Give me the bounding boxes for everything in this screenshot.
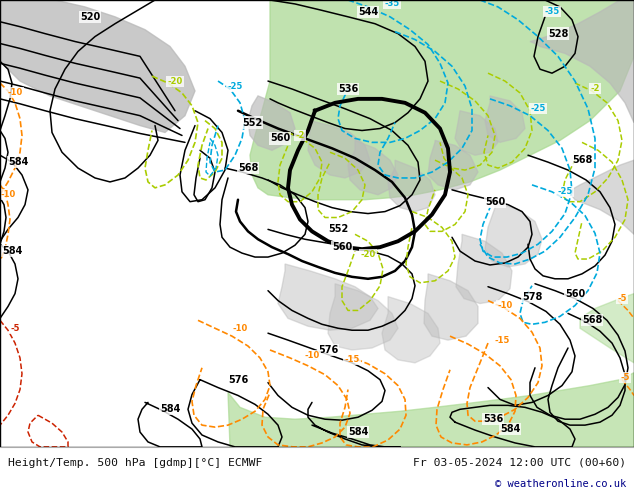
Text: -10: -10 [1,190,16,199]
Text: -25: -25 [557,187,573,196]
Text: 536: 536 [483,414,503,424]
Text: -5: -5 [10,324,20,333]
Polygon shape [250,0,634,200]
Text: -10: -10 [233,324,248,333]
Text: 584: 584 [500,424,520,434]
Text: 568: 568 [238,163,258,173]
Polygon shape [455,111,498,155]
Polygon shape [308,121,370,178]
Text: -15: -15 [495,336,510,344]
Text: 560: 560 [485,196,505,207]
Text: 560: 560 [270,133,290,144]
Polygon shape [388,160,435,212]
Polygon shape [0,0,195,132]
Polygon shape [248,96,295,150]
Text: 584: 584 [2,246,22,256]
Text: 560: 560 [332,242,352,252]
Polygon shape [278,264,378,330]
Polygon shape [382,296,440,363]
Polygon shape [530,0,634,122]
Text: -10: -10 [304,351,320,361]
Text: -5: -5 [618,294,627,303]
Polygon shape [568,160,634,234]
Polygon shape [428,141,478,190]
Text: 552: 552 [242,118,262,127]
Text: 576: 576 [318,345,338,355]
Text: 578: 578 [522,292,542,302]
Polygon shape [328,284,398,350]
Polygon shape [424,274,478,340]
Text: -2: -2 [590,84,600,94]
Text: -20: -20 [167,76,183,86]
Text: -35: -35 [384,0,399,8]
Text: 560: 560 [565,289,585,298]
Text: 584: 584 [348,427,368,437]
Text: 544: 544 [358,7,378,17]
Polygon shape [228,373,634,447]
Text: -35: -35 [545,7,560,16]
Text: 568: 568 [582,316,602,325]
Polygon shape [456,234,512,303]
Text: -25: -25 [228,81,243,91]
Text: Height/Temp. 500 hPa [gdmp][°C] ECMWF: Height/Temp. 500 hPa [gdmp][°C] ECMWF [8,458,262,468]
Text: 528: 528 [548,28,568,39]
Text: -20: -20 [360,249,375,259]
Text: 584: 584 [160,404,180,415]
Text: -10: -10 [498,301,513,310]
Text: -2: -2 [295,131,305,140]
Polygon shape [485,96,525,143]
Text: 568: 568 [572,155,592,165]
Text: -25: -25 [530,104,546,113]
Text: 536: 536 [338,84,358,94]
Text: -5: -5 [620,373,630,382]
Text: -15: -15 [344,355,359,365]
Text: © weatheronline.co.uk: © weatheronline.co.uk [495,479,626,490]
Text: 520: 520 [80,12,100,22]
Text: 552: 552 [328,224,348,234]
Text: 584: 584 [8,157,28,167]
Polygon shape [348,141,398,195]
Polygon shape [580,294,634,363]
Text: 576: 576 [228,375,248,385]
Text: -10: -10 [8,88,23,98]
Text: Fr 03-05-2024 12:00 UTC (00+60): Fr 03-05-2024 12:00 UTC (00+60) [413,458,626,468]
Polygon shape [485,202,542,267]
